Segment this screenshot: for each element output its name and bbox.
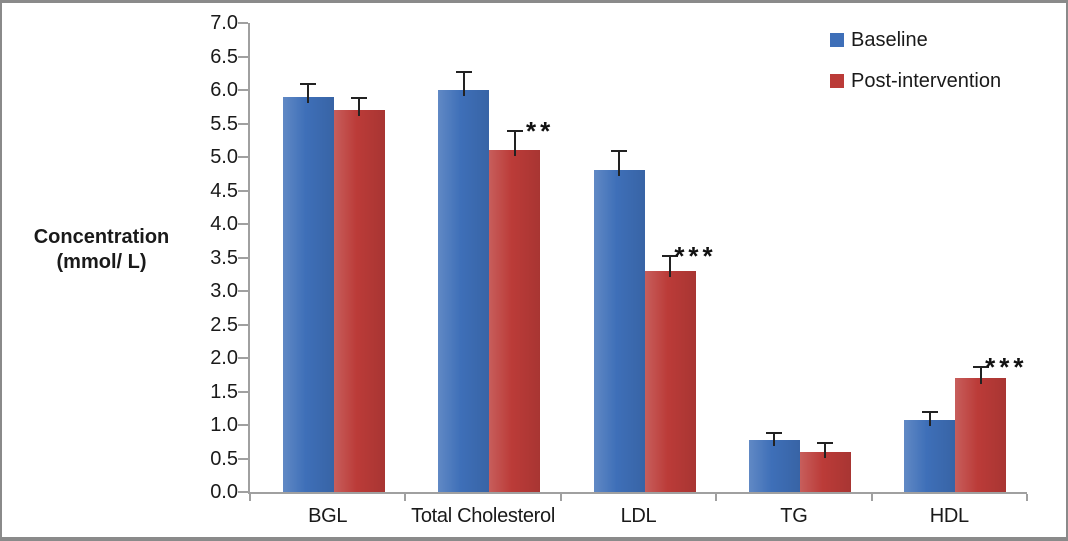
error-bar-post-intervention-hdl (979, 368, 982, 385)
x-axis-label-bgl: BGL (308, 505, 348, 527)
error-bar-cap-baseline-tg (766, 432, 783, 435)
error-bar-cap-baseline-ldl (611, 150, 627, 153)
y-axis-title: Concentration (mmol/ L) (4, 225, 199, 275)
error-bar-cap-post-intervention-bgl (351, 96, 368, 99)
plot-area: 0.0 0.5 1.0 1.5 2.0 2.5 3.0 3.5 4.0 4.5 5.0 5.5 6.0 6… (210, 12, 1028, 527)
bar-post-intervention-tg (799, 451, 851, 492)
x-axis-tick (1026, 494, 1028, 501)
x-axis-label-total-cholesterol: Total Cholesterol (411, 505, 556, 527)
y-axis-tick (238, 390, 248, 393)
legend-label-post-intervention: Post-intervention (851, 69, 1002, 92)
legend-swatch-post-intervention-icon (830, 74, 844, 88)
error-bar-post-intervention-tg (824, 443, 827, 458)
y-axis-tick (238, 55, 248, 58)
y-axis-tick-label: 0.0 (210, 481, 238, 503)
y-axis-tick (238, 357, 248, 359)
legend-swatch-baseline-icon (830, 33, 844, 47)
y-axis-tick (238, 156, 248, 158)
error-bar-cap-baseline-hdl (921, 410, 938, 413)
error-bar-baseline-total-cholesterol (462, 73, 465, 96)
error-bar-cap-post-intervention-total-cholesterol (506, 130, 523, 133)
y-axis-tick (238, 89, 248, 91)
x-axis-tick (249, 494, 251, 501)
y-axis-tick (238, 256, 248, 259)
y-axis-title-line1: Concentration (33, 226, 170, 248)
y-axis-tick-label: 7.0 (210, 12, 238, 34)
y-axis-tick (238, 189, 248, 192)
y-axis-tick (238, 223, 248, 225)
error-bar-baseline-hdl (928, 412, 931, 427)
y-axis-title-line2: (mmol/ L) (56, 251, 147, 273)
y-axis-tick (238, 323, 248, 326)
bar-post-intervention-hdl (955, 378, 1007, 492)
bar-post-intervention-bgl (333, 110, 385, 492)
error-bar-cap-post-intervention-tg (817, 441, 834, 444)
legend-item-baseline: Baseline (830, 27, 1001, 53)
x-axis-tick (560, 494, 562, 501)
significance-marker-ldl: *** (674, 240, 717, 271)
error-bar-cap-baseline-total-cholesterol (455, 71, 472, 74)
y-axis-tick-label: 1.0 (210, 414, 238, 436)
error-bar-cap-post-intervention-hdl (972, 366, 989, 369)
x-axis-label-ldl: LDL (620, 505, 657, 527)
y-axis-tick-label: 6.0 (210, 79, 238, 101)
error-bar-baseline-ldl (618, 152, 620, 177)
y-axis-tick-label: 0.5 (210, 447, 238, 470)
x-axis-tick (715, 494, 717, 501)
y-axis-tick-label: 4.0 (210, 213, 238, 235)
error-bar-cap-post-intervention-ldl (662, 254, 678, 257)
y-axis-tick-label: 2.5 (210, 313, 238, 336)
bar-baseline-ldl (593, 170, 645, 492)
x-axis-label-tg: TG (780, 505, 808, 527)
y-axis-tick-label: 4.5 (210, 179, 238, 202)
x-axis-tick (404, 494, 406, 501)
y-axis-tick (238, 22, 248, 24)
bar-post-intervention-total-cholesterol (489, 150, 541, 492)
error-bar-baseline-bgl (307, 85, 310, 103)
bar-baseline-total-cholesterol (438, 90, 490, 492)
error-bar-post-intervention-ldl (669, 256, 671, 277)
y-axis-tick-label: 2.0 (210, 347, 238, 369)
significance-marker-hdl: *** (985, 352, 1028, 383)
y-axis-tick (238, 457, 248, 460)
legend: Baseline Post-intervention (830, 27, 1001, 109)
y-axis-tick (238, 491, 248, 493)
y-axis-tick-label: 3.5 (210, 246, 238, 269)
y-axis-tick-label: 6.5 (210, 45, 238, 68)
x-axis-tick (871, 494, 873, 501)
x-axis-label-hdl: HDL (929, 505, 969, 527)
bar-post-intervention-ldl (644, 270, 696, 492)
error-bar-post-intervention-bgl (358, 98, 361, 117)
significance-marker-total-cholesterol: ** (525, 116, 555, 147)
y-axis-tick-label: 3.0 (210, 280, 238, 302)
y-axis-tick (238, 424, 248, 426)
bar-baseline-tg (748, 439, 800, 492)
legend-item-post-intervention: Post-intervention (830, 68, 1001, 94)
bar-baseline-hdl (904, 420, 956, 492)
y-axis-tick (238, 122, 248, 125)
legend-label-baseline: Baseline (851, 28, 928, 51)
y-axis-tick-label: 5.0 (210, 146, 238, 168)
error-bar-baseline-tg (773, 434, 776, 446)
y-axis-tick-label: 1.5 (210, 380, 238, 403)
error-bar-cap-baseline-bgl (300, 83, 317, 86)
y-axis-tick (238, 290, 248, 292)
y-axis-tick-label: 5.5 (210, 112, 238, 135)
bar-baseline-bgl (282, 96, 334, 492)
error-bar-post-intervention-total-cholesterol (513, 132, 516, 157)
